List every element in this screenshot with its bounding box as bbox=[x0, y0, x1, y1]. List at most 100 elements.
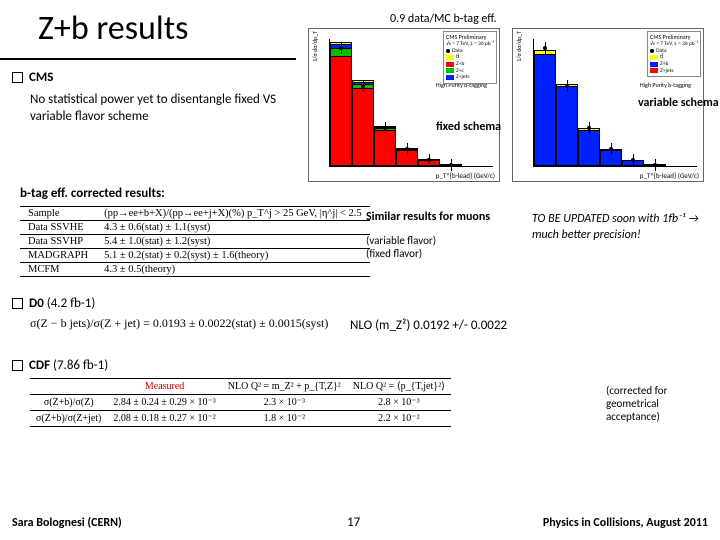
legend-swatch bbox=[446, 62, 454, 67]
legend-label: tt̄ bbox=[456, 54, 459, 61]
legend-label: Z+jets bbox=[456, 74, 469, 81]
td: Data SSVHP bbox=[20, 235, 96, 249]
legend-label: Z+b bbox=[660, 61, 668, 68]
legend-swatch bbox=[650, 49, 654, 53]
error-bar bbox=[341, 42, 342, 54]
footer-conf: Physics in Collisions, August 2011 bbox=[543, 516, 708, 530]
legend-row: Data bbox=[650, 48, 698, 55]
d0-bullet: D0 (4.2 fb-1) bbox=[12, 296, 95, 311]
td: MADGRAPH bbox=[20, 249, 96, 263]
cdf-label: CDF bbox=[29, 358, 50, 373]
x-axis-label: p_T^{b-lead} (GeV/c) bbox=[640, 171, 699, 180]
legend-row: Z+b bbox=[446, 61, 494, 68]
title-rule bbox=[0, 58, 296, 60]
td: 2.2 × 10⁻² bbox=[347, 411, 451, 427]
error-bar bbox=[429, 154, 430, 166]
td: 2.84 ± 0.24 ± 0.29 × 10⁻³ bbox=[107, 395, 221, 411]
legend-energy: √s = 7 TeV, L = 36 pb⁻¹ bbox=[650, 41, 698, 48]
error-bar bbox=[451, 159, 452, 171]
muon-note: Similar results for muons bbox=[366, 210, 490, 224]
bar bbox=[374, 130, 396, 166]
d0-lumi: (4.2 fb-1) bbox=[47, 296, 96, 311]
bar bbox=[578, 130, 600, 166]
page-title: Z+b results bbox=[38, 8, 188, 49]
th-measured: Measured bbox=[107, 379, 221, 395]
error-bar bbox=[655, 159, 656, 171]
flavor-fixed: (fixed flavor) bbox=[366, 247, 436, 260]
legend-row: tt̄ bbox=[650, 54, 698, 61]
cms-label: CMS bbox=[29, 70, 53, 85]
legend-label: tt̄ bbox=[660, 54, 663, 61]
legend-row: tt̄ bbox=[446, 54, 494, 61]
legend-row: Data bbox=[446, 48, 494, 55]
error-bar bbox=[363, 80, 364, 92]
bar bbox=[534, 54, 556, 166]
fixed-schema-label: fixed schema bbox=[436, 120, 501, 134]
legend: CMS Preliminary √s = 7 TeV, L = 36 pb⁻¹ … bbox=[647, 31, 701, 77]
legend-energy: √s = 7 TeV, L = 36 pb⁻¹ bbox=[446, 41, 494, 48]
legend-swatch bbox=[446, 75, 454, 80]
error-bar bbox=[611, 143, 612, 155]
th: Sample bbox=[20, 207, 96, 221]
legend-swatch bbox=[650, 55, 658, 60]
td: 2.8 × 10⁻³ bbox=[347, 395, 451, 411]
cms-description: No statistical power yet to disentangle … bbox=[30, 92, 296, 126]
d0-label: D0 bbox=[29, 296, 44, 311]
error-bar bbox=[567, 80, 568, 92]
legend-swatch bbox=[650, 68, 658, 73]
td: 2.08 ± 0.18 ± 0.27 × 10⁻² bbox=[107, 411, 221, 427]
legend-swatch bbox=[446, 55, 454, 60]
nlo-d0: NLO (m_Z²) 0.0192 +/- 0.0022 bbox=[350, 318, 507, 333]
flavor-variable: (variable flavor) bbox=[366, 234, 436, 247]
legend-row: Z+jets bbox=[446, 74, 494, 81]
th: (pp→ee+b+X)/(pp→ee+j+X)(%) p_T^j > 25 Ge… bbox=[96, 207, 370, 221]
legend-row: Z+jets bbox=[650, 68, 698, 75]
error-bar bbox=[407, 143, 408, 155]
d0-equation: σ(Z − b jets)/σ(Z + jet) = 0.0193 ± 0.00… bbox=[30, 316, 328, 331]
th bbox=[30, 379, 107, 395]
td: 5.1 ± 0.2(stat) ± 0.2(syst) ± 1.6(theory… bbox=[96, 249, 370, 263]
legend-row: Z+c bbox=[446, 68, 494, 75]
td: 1.8 × 10⁻² bbox=[222, 411, 347, 427]
variable-schema-label: variable schema bbox=[638, 96, 719, 110]
eff-label: 0.9 data/MC b-tag eff. bbox=[390, 12, 497, 26]
cdf-lumi: (7.86 fb-1) bbox=[53, 358, 108, 373]
td: MCFM bbox=[20, 263, 96, 277]
legend: CMS Preliminary √s = 7 TeV, L = 36 pb⁻¹ … bbox=[443, 31, 497, 84]
results-table: Sample(pp→ee+b+X)/(pp→ee+j+X)(%) p_T^j >… bbox=[20, 206, 370, 277]
legend-swatch bbox=[446, 49, 450, 53]
chart-fixed-schema: 1/σ dσ/dp_T High Purity b-tagging p_T^{b… bbox=[308, 28, 500, 182]
td: 4.3 ± 0.6(stat) ± 1.1(syst) bbox=[96, 221, 370, 235]
legend-label: Z+jets bbox=[660, 68, 673, 75]
error-bar bbox=[633, 154, 634, 166]
flavor-note: (variable flavor) (fixed flavor) bbox=[366, 234, 436, 260]
td: Data SSVHE bbox=[20, 221, 96, 235]
footer-author: Sara Bolognesi (CERN) bbox=[12, 516, 122, 530]
y-axis-label: 1/σ dσ/dp_T bbox=[311, 31, 319, 62]
error-bar bbox=[385, 122, 386, 134]
td: σ(Z+b)/σ(Z) bbox=[30, 395, 107, 411]
error-bar bbox=[545, 42, 546, 54]
th: NLO Q² = m_Z² + p_{T,Z}² bbox=[222, 379, 347, 395]
y-axis-label: 1/σ dσ/dp_T bbox=[515, 31, 523, 62]
footer-page: 17 bbox=[347, 515, 360, 530]
cdf-note: (corrected for geometrical acceptance) bbox=[606, 384, 714, 424]
legend-row: Z+b bbox=[650, 61, 698, 68]
legend-swatch bbox=[650, 62, 658, 67]
td: 5.4 ± 1.0(stat) ± 1.2(syst) bbox=[96, 235, 370, 249]
legend-label: Z+c bbox=[456, 68, 464, 75]
bar bbox=[556, 86, 578, 166]
cms-bullet: CMS bbox=[12, 70, 53, 85]
purity-label: High Purity b-tagging bbox=[640, 81, 691, 89]
td: 2.3 × 10⁻³ bbox=[222, 395, 347, 411]
error-bar bbox=[589, 122, 590, 134]
td: σ(Z+b)/σ(Z+jet) bbox=[30, 411, 107, 427]
x-axis-label: p_T^{b-lead} (GeV/c) bbox=[436, 171, 495, 180]
btag-corrected-label: b-tag eff. corrected results: bbox=[20, 186, 165, 201]
cdf-bullet: CDF (7.86 fb-1) bbox=[12, 358, 108, 373]
legend-label: Z+b bbox=[456, 61, 464, 68]
bar bbox=[330, 56, 352, 166]
update-note: TO BE UPDATED soon with 1fb⁻¹ → much bet… bbox=[532, 212, 706, 243]
cdf-table: Measured NLO Q² = m_Z² + p_{T,Z}² NLO Q²… bbox=[30, 378, 451, 427]
legend-swatch bbox=[446, 68, 454, 73]
